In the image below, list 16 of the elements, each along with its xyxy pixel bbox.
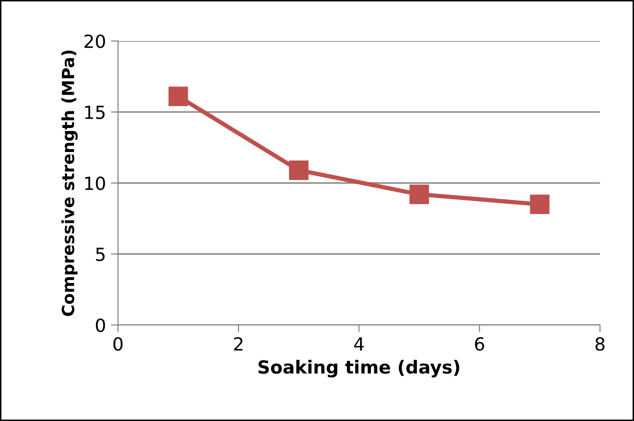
y-tick-label: 10: [85, 176, 105, 190]
y-tick-label: 15: [85, 106, 105, 120]
y-tick-label: 0: [96, 318, 105, 332]
point: [168, 86, 188, 106]
y-axis-title: Compressive strength (MPa): [61, 50, 78, 316]
point: [530, 194, 550, 214]
x-axis-title: Soaking time (days): [258, 360, 460, 378]
point: [289, 160, 308, 180]
x-tick-label: 2: [234, 337, 242, 351]
y-tick-label: 20: [84, 34, 105, 48]
point: [410, 184, 429, 204]
y-tick-label: 5: [96, 248, 105, 262]
x-tick-label: 8: [595, 337, 605, 351]
x-tick-label: 6: [475, 337, 484, 351]
x-tick-label: 0: [113, 337, 123, 351]
x-tick-label: 4: [354, 337, 364, 351]
